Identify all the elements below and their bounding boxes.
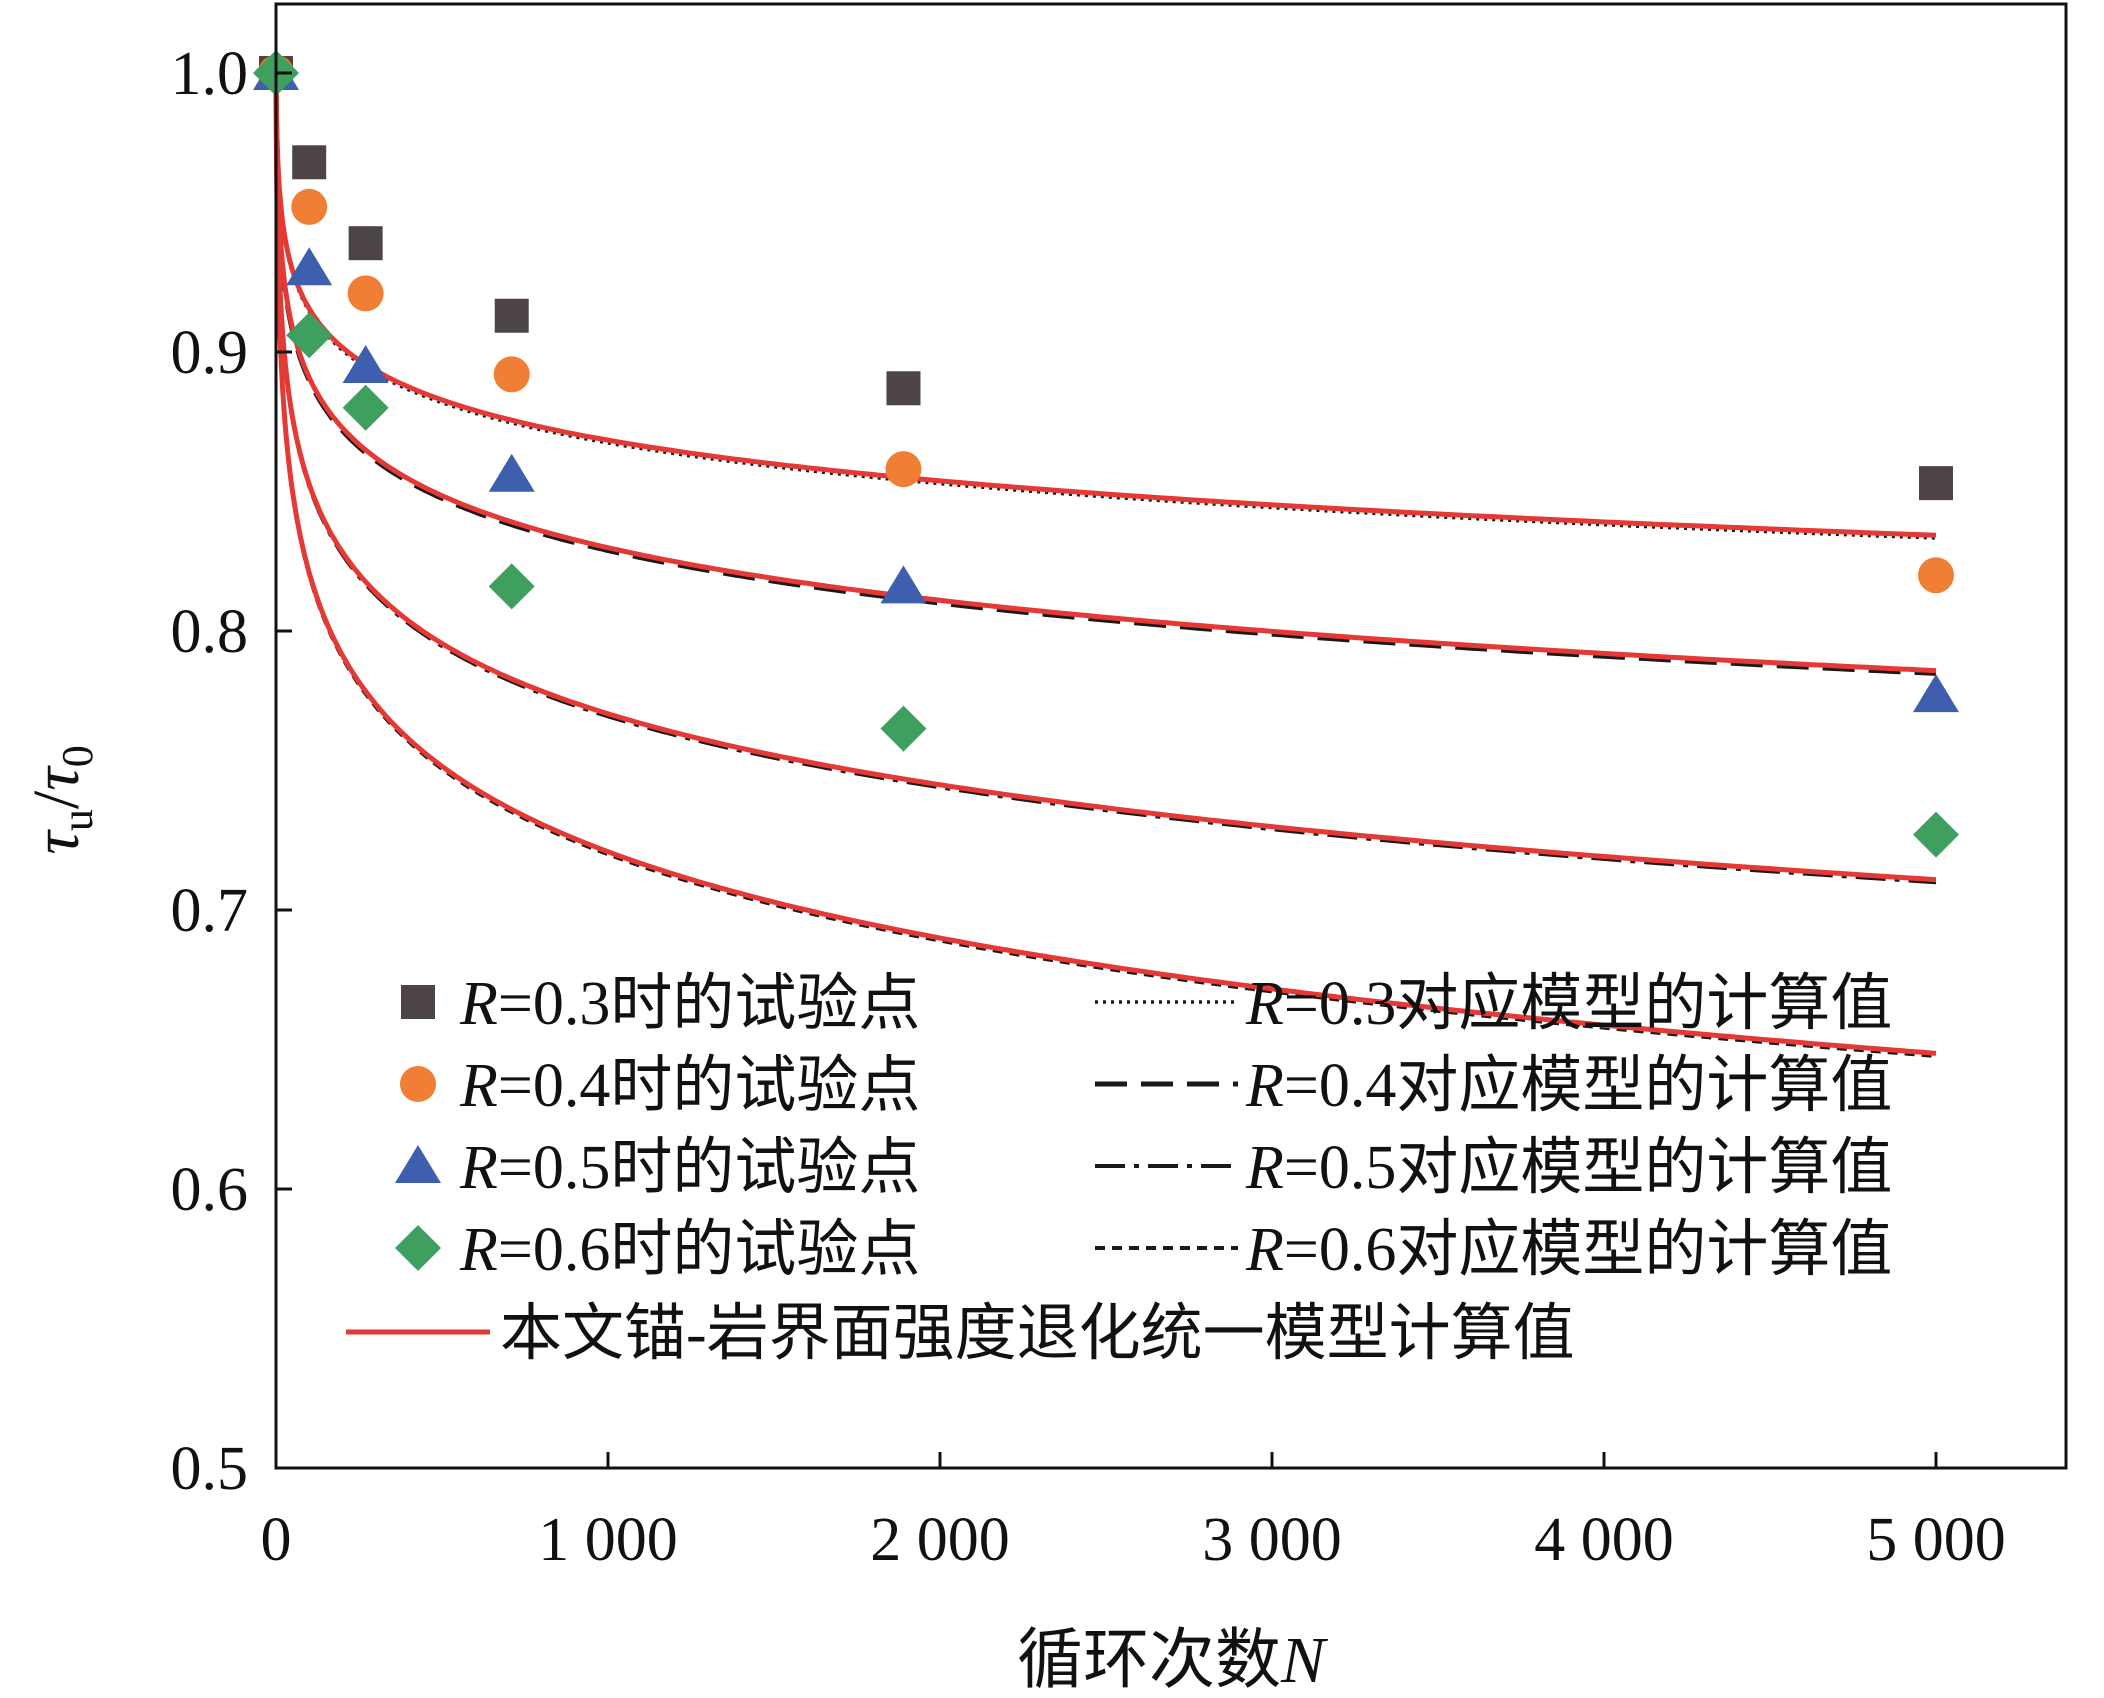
x-tick-label: 3 000: [1202, 1506, 1342, 1574]
x-tick-label: 5 000: [1866, 1506, 2006, 1574]
data-point-diamond: [342, 384, 389, 431]
data-point-triangle: [342, 344, 389, 383]
legend-marker-diamond: [395, 1225, 441, 1271]
legend-text: =0.3对应模型的计算值: [1284, 970, 1892, 1038]
legend-point-label: R=0.3时的试验点: [459, 970, 920, 1038]
legend-marker-circle: [400, 1066, 436, 1102]
data-points: [253, 50, 1959, 858]
y-axis-label-part: τ: [20, 765, 93, 791]
legend-model-label: R=0.3对应模型的计算值: [1245, 970, 1892, 1038]
legend-var: R: [459, 970, 498, 1038]
y-tick-label: 0.5: [171, 1435, 249, 1503]
y-tick-label: 1.0: [171, 40, 249, 108]
y-axis-label-part: 0: [53, 745, 102, 767]
legend-var: R: [459, 1216, 498, 1284]
y-axis-label-part: /: [20, 790, 93, 809]
y-axis-label-part: τ: [20, 829, 93, 855]
unified-model-curve: [273, 73, 1937, 1056]
data-point-square: [886, 371, 921, 406]
x-tick-label: 4 000: [1534, 1506, 1674, 1574]
data-point-circle: [291, 188, 328, 225]
y-tick-label: 0.8: [171, 598, 249, 666]
x-tick-label: 2 000: [870, 1506, 1010, 1574]
legend-var: R: [459, 1052, 498, 1120]
y-tick-label: 0.7: [171, 877, 249, 945]
legend-var: R: [1245, 970, 1284, 1038]
legend-point-label: R=0.4时的试验点: [459, 1052, 920, 1120]
legend-text: =0.4对应模型的计算值: [1284, 1052, 1892, 1120]
legend-text: =0.3时的试验点: [498, 970, 920, 1038]
legend-text: =0.5对应模型的计算值: [1284, 1134, 1892, 1202]
data-point-triangle: [1913, 674, 1959, 713]
unified-model-curve: [273, 73, 1937, 883]
legend-var: R: [1245, 1134, 1284, 1202]
data-point-square: [348, 226, 383, 261]
unified-model-curve: [273, 73, 1937, 674]
data-point-square: [1919, 466, 1953, 501]
data-point-circle: [493, 356, 530, 393]
x-tick-label: 1 000: [538, 1506, 678, 1574]
legend-marker-square: [401, 985, 435, 1019]
legend-var: R: [1245, 1216, 1284, 1284]
x-axis-label-var: N: [1280, 1624, 1329, 1697]
data-point-circle: [1918, 557, 1954, 594]
model-curve-shortdash: [274, 75, 1937, 1058]
legend-text: =0.4时的试验点: [498, 1052, 920, 1120]
data-point-diamond: [1913, 811, 1959, 858]
legend-text: =0.6对应模型的计算值: [1284, 1216, 1892, 1284]
legend-point-label: R=0.6时的试验点: [459, 1216, 920, 1284]
data-point-triangle: [286, 247, 333, 286]
y-axis-label-part: u: [53, 809, 102, 831]
axes: 0 1 000 2 000 3 000 4 000 5 000 0.5 0.6 0.7 0.8 0.…: [20, 2, 2068, 1697]
data-point-triangle: [880, 565, 927, 604]
legend-var: R: [1245, 1052, 1284, 1120]
legend-model-label: R=0.6对应模型的计算值: [1245, 1216, 1892, 1284]
unified-model-curve: [273, 73, 1937, 538]
legend-point-label: R=0.5时的试验点: [459, 1134, 920, 1202]
legend-text: =0.5时的试验点: [498, 1134, 920, 1202]
x-axis-label-text: 循环次数: [1017, 1624, 1281, 1697]
legend-model-label: R=0.5对应模型的计算值: [1245, 1134, 1892, 1202]
y-axis-label-text: τu/τ0: [20, 745, 102, 855]
y-tick-label: 0.6: [171, 1156, 249, 1224]
data-point-diamond: [880, 705, 927, 752]
data-point-triangle: [488, 453, 535, 492]
legend-marker-triangle: [395, 1145, 441, 1183]
data-point-circle: [885, 451, 922, 488]
data-point-circle: [347, 275, 384, 312]
data-point-square: [494, 298, 529, 333]
legend-unified-label: 本文锚-岩界面强度退化统一模型计算值: [500, 1300, 1575, 1368]
legend-text: =0.6时的试验点: [498, 1216, 920, 1284]
data-point-diamond: [488, 563, 535, 610]
data-point-square: [292, 145, 327, 180]
legend-model-label: R=0.4对应模型的计算值: [1245, 1052, 1892, 1120]
plot-frame: [274, 2, 2068, 1470]
y-axis-label: τu/τ0: [20, 745, 102, 855]
x-axis-label: 循环次数N: [1017, 1624, 1329, 1697]
y-tick-label: 0.9: [171, 319, 249, 387]
legend-var: R: [459, 1134, 498, 1202]
model-curves: [273, 73, 1937, 1058]
x-tick-label: 0: [261, 1506, 292, 1574]
data-point-diamond: [286, 312, 333, 359]
